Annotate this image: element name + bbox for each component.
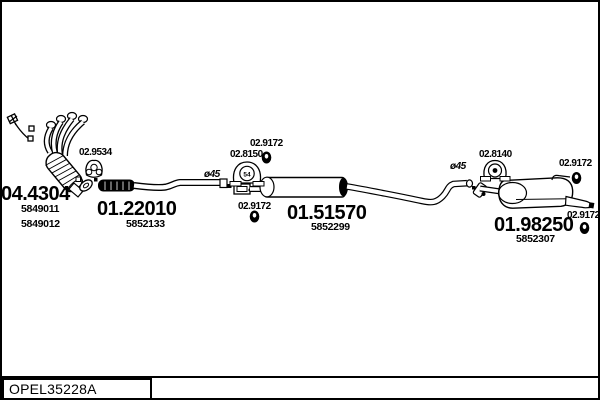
ring-code: 02.9172 bbox=[250, 138, 283, 149]
part2-number: 5852133 bbox=[126, 218, 165, 230]
hanger-badge-label: 54 bbox=[243, 171, 251, 178]
rubber-hanger-mid-icon: 54 bbox=[229, 161, 265, 187]
ring-code: 02.9172 bbox=[567, 210, 600, 221]
front-pipe bbox=[133, 178, 232, 191]
part1-number: 5849012 bbox=[21, 218, 60, 230]
footer-divider bbox=[0, 376, 600, 378]
part1-code: 04.4304 bbox=[1, 183, 70, 205]
catalyst-outlet-flange bbox=[67, 176, 98, 198]
part2-code: 01.22010 bbox=[97, 198, 177, 220]
flex-pipe bbox=[98, 179, 135, 192]
manifold-runner-pipes bbox=[43, 117, 85, 157]
catalog-code-box: OPEL35228A bbox=[2, 378, 152, 400]
part4-number: 5852307 bbox=[516, 233, 555, 245]
part3-number: 5852299 bbox=[311, 221, 350, 233]
pipe-diameter-label: ø45 bbox=[204, 169, 220, 180]
rubber-ring-icons bbox=[249, 151, 590, 234]
hanger-mid-code: 02.8150 bbox=[230, 149, 263, 160]
centre-muffler bbox=[250, 176, 348, 198]
part3-code: 01.51570 bbox=[287, 202, 367, 224]
part1-number: 5849011 bbox=[21, 203, 60, 215]
hanger-rear-code: 02.8140 bbox=[479, 149, 512, 160]
rear-muffler bbox=[479, 174, 595, 209]
rubber-hanger-rear-icon bbox=[480, 159, 511, 182]
part4-code: 01.98250 bbox=[494, 214, 574, 236]
oxygen-sensor-icon bbox=[6, 113, 35, 142]
pipe-diameter-label: ø45 bbox=[450, 161, 466, 172]
intermediate-pipe bbox=[346, 179, 476, 206]
gasket-icon bbox=[85, 159, 103, 178]
ring-code: 02.9172 bbox=[238, 201, 271, 212]
catalog-code: OPEL35228A bbox=[9, 381, 97, 397]
gasket-code: 02.9534 bbox=[79, 147, 112, 158]
ring-code: 02.9172 bbox=[559, 158, 592, 169]
